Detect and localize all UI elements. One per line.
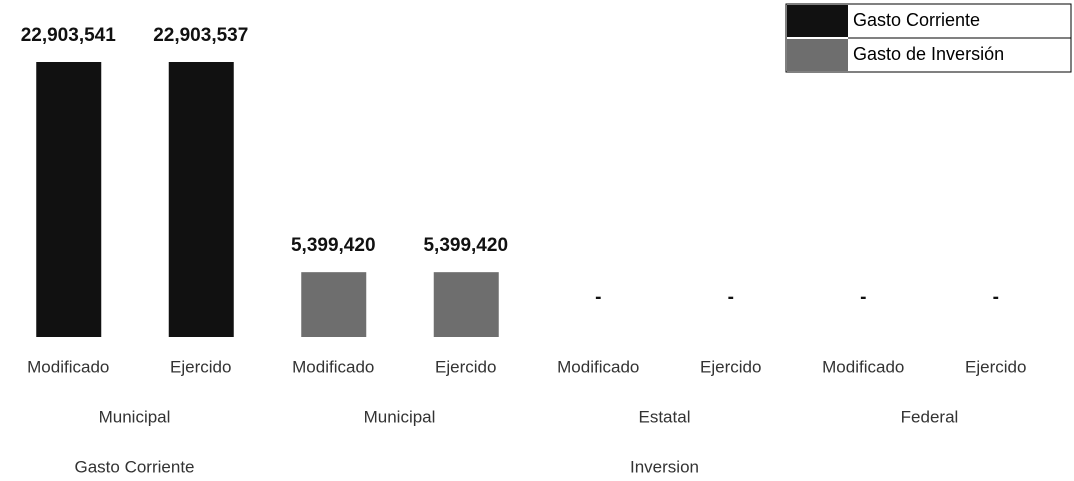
- legend-swatch: [787, 39, 848, 71]
- data-label: 5,399,420: [291, 235, 376, 256]
- legend-label: Gasto de Inversión: [853, 44, 1004, 64]
- x-tick-label: Modificado: [822, 357, 904, 376]
- legend-label: Gasto Corriente: [853, 10, 980, 30]
- supergroup-label: Inversion: [630, 457, 699, 476]
- data-label: 22,903,537: [153, 25, 248, 46]
- x-tick-label: Ejercido: [170, 357, 231, 376]
- legend-swatch: [787, 5, 848, 37]
- bar: [168, 62, 234, 337]
- x-tick-label: Ejercido: [965, 357, 1026, 376]
- x-tick-label: Ejercido: [435, 357, 496, 376]
- data-label: -: [860, 287, 866, 308]
- bar: [433, 272, 499, 337]
- x-tick-label: Modificado: [27, 357, 109, 376]
- data-label: 22,903,541: [21, 25, 117, 46]
- data-label: -: [595, 287, 601, 308]
- group-label: Federal: [901, 407, 959, 426]
- x-tick-label: Ejercido: [700, 357, 761, 376]
- data-label: -: [728, 287, 734, 308]
- bar: [36, 62, 102, 337]
- x-tick-label: Modificado: [557, 357, 639, 376]
- group-label: Municipal: [364, 407, 436, 426]
- data-label: -: [993, 287, 999, 308]
- supergroup-label: Gasto Corriente: [75, 457, 195, 476]
- group-label: Municipal: [99, 407, 171, 426]
- group-label: Estatal: [639, 407, 691, 426]
- data-label: 5,399,420: [423, 235, 508, 256]
- bar: [301, 272, 367, 337]
- x-tick-label: Modificado: [292, 357, 374, 376]
